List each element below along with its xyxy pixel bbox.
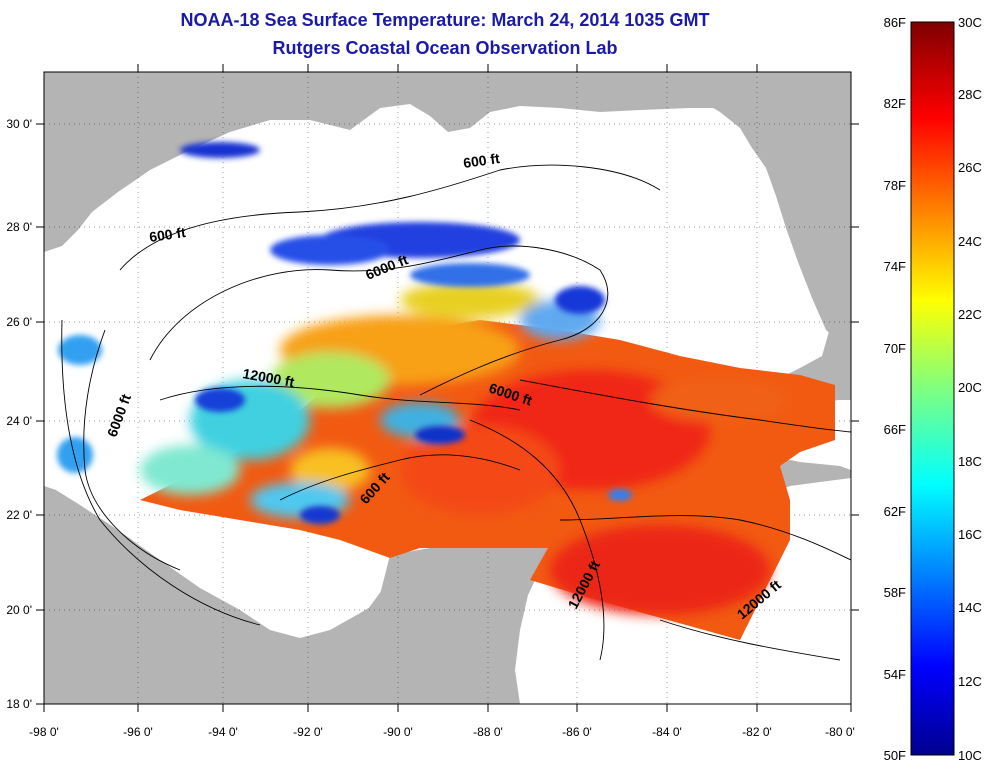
colorbar: 86F 82F 78F 74F 70F 66F 62F 58F 54F 50F …	[884, 15, 982, 763]
depth-contours	[61, 164, 851, 661]
colorbar-fahrenheit-labels: 86F 82F 78F 74F 70F 66F 62F 58F 54F 50F	[884, 15, 906, 763]
longitude-labels: -98 0' -96 0' -94 0' -92 0' -90 0' -88 0…	[29, 725, 855, 739]
colorbar-f-label: 78F	[884, 178, 906, 193]
colorbar-c-label: 24C	[958, 234, 982, 249]
yucatan-land	[300, 548, 548, 704]
lon-tick-label: -94 0'	[208, 725, 238, 739]
lon-tick-label: -92 0'	[293, 725, 323, 739]
colorbar-c-label: 26C	[958, 160, 982, 175]
lon-tick-label: -84 0'	[652, 725, 682, 739]
lon-tick-label: -82 0'	[742, 725, 772, 739]
colorbar-f-label: 74F	[884, 259, 906, 274]
colorbar-c-label: 12C	[958, 674, 982, 689]
map-frame	[43, 71, 852, 705]
colorbar-c-label: 28C	[958, 87, 982, 102]
latitude-labels: 30 0' 28 0' 26 0' 24 0' 22 0' 20 0' 18 0…	[6, 117, 32, 711]
lat-tick-label: 26 0'	[6, 315, 32, 329]
lon-tick-label: -96 0'	[123, 725, 153, 739]
colorbar-f-label: 62F	[884, 504, 906, 519]
colorbar-f-label: 70F	[884, 341, 906, 356]
lat-tick-label: 24 0'	[6, 414, 32, 428]
colorbar-c-label: 30C	[958, 15, 982, 30]
contour-label-600ft-north: 600 ft	[462, 150, 501, 171]
colorbar-f-label: 58F	[884, 585, 906, 600]
lon-tick-label: -80 0'	[825, 725, 855, 739]
colorbar-f-label: 66F	[884, 422, 906, 437]
lat-tick-label: 18 0'	[6, 697, 32, 711]
colorbar-f-label: 54F	[884, 667, 906, 682]
colorbar-c-label: 18C	[958, 454, 982, 469]
sst-swath	[57, 142, 835, 640]
colorbar-c-label: 10C	[958, 748, 982, 763]
lat-tick-label: 20 0'	[6, 603, 32, 617]
colorbar-f-label: 82F	[884, 96, 906, 111]
contour-label-600ft-west: 600 ft	[148, 224, 187, 245]
lat-tick-label: 30 0'	[6, 117, 32, 131]
colorbar-f-label: 50F	[884, 748, 906, 763]
florida-land	[700, 72, 851, 340]
map-plot-area: 600 ft 600 ft 6000 ft 6000 ft 6000 ft 12…	[44, 72, 851, 704]
lat-tick-label: 22 0'	[6, 508, 32, 522]
map-title: NOAA-18 Sea Surface Temperature: March 2…	[180, 10, 710, 30]
colorbar-gradient	[910, 21, 955, 756]
lon-tick-label: -86 0'	[562, 725, 592, 739]
colorbar-c-label: 16C	[958, 527, 982, 542]
lon-tick-label: -88 0'	[473, 725, 503, 739]
colorbar-c-label: 14C	[958, 600, 982, 615]
colorbar-c-label: 20C	[958, 380, 982, 395]
map-subtitle: Rutgers Coastal Ocean Observation Lab	[272, 38, 618, 58]
lon-tick-label: -98 0'	[29, 725, 59, 739]
lon-tick-label: -90 0'	[383, 725, 413, 739]
lat-tick-label: 28 0'	[6, 220, 32, 234]
colorbar-f-label: 86F	[884, 15, 906, 30]
colorbar-c-label: 22C	[958, 307, 982, 322]
frame-ticks	[36, 64, 859, 712]
colorbar-celsius-labels: 30C 28C 26C 24C 22C 20C 18C 16C 14C 12C …	[958, 15, 982, 763]
